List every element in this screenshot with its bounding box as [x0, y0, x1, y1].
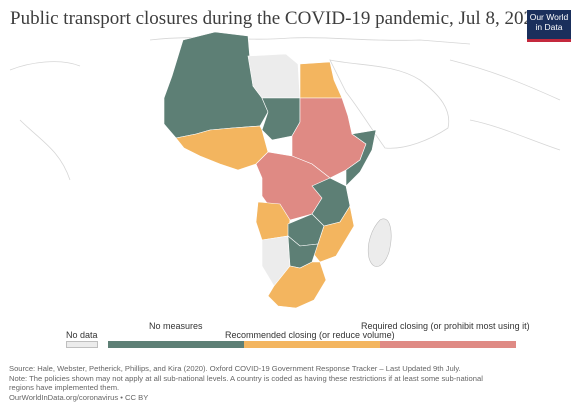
- land-outline-americas: [9, 61, 81, 181]
- logo-line-2: in Data: [535, 22, 563, 32]
- footer: Source: Hale, Webster, Petherick, Philli…: [9, 364, 574, 402]
- footer-source: Source: Hale, Webster, Petherick, Philli…: [9, 364, 461, 373]
- legend-swatch-no-measures: [108, 341, 244, 348]
- logo-line-1: Our World: [529, 12, 569, 22]
- chart-title: Public transport closures during the COV…: [10, 8, 543, 29]
- region-north-west-no-measures: [163, 31, 269, 139]
- land-outline-arabia: [329, 59, 450, 149]
- legend-swatch-no-data: [66, 341, 98, 348]
- africa-map: [9, 31, 561, 309]
- legend-swatch-recommended: [244, 341, 380, 348]
- legend-label-recommended: Recommended closing (or reduce volume): [225, 330, 395, 340]
- owid-logo[interactable]: Our World in Data: [527, 10, 571, 42]
- madagascar: [367, 218, 392, 267]
- region-egypt-recommended: [299, 61, 343, 99]
- logo-accent-bar: [527, 39, 571, 42]
- legend-label-no-measures: No measures: [149, 321, 203, 331]
- legend-label-no-data: No data: [66, 330, 98, 340]
- region-south-africa-recommended: [267, 261, 327, 309]
- land-outline-asia: [449, 59, 561, 151]
- africa-regions: [163, 31, 377, 309]
- footer-note-line-2: regions have implemented them.: [9, 383, 120, 393]
- legend-swatch-required: [380, 341, 516, 348]
- legend-label-required: Required closing (or prohibit most using…: [361, 321, 530, 331]
- footer-note-line-1: Note: The policies shown may not apply a…: [9, 373, 483, 383]
- footer-url[interactable]: OurWorldInData.org/coronavirus • CC BY: [9, 392, 149, 402]
